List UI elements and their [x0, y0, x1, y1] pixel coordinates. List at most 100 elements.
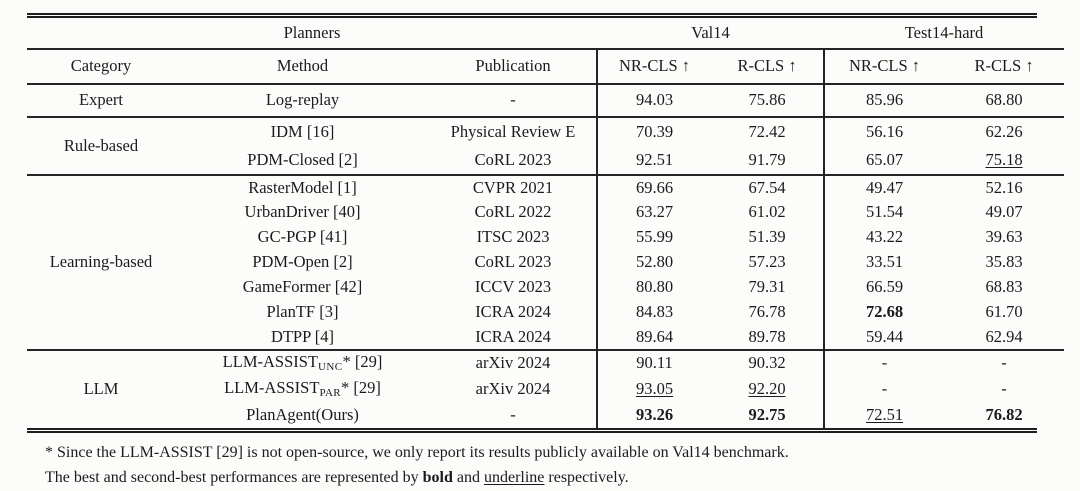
results-table-frame: Planners Val14 Test14-hard Category Meth… — [27, 13, 1065, 433]
publication-cell: ICRA 2024 — [475, 302, 551, 322]
method-cell: PlanAgent(Ours) — [246, 404, 359, 424]
table-row: PDM-Open [2] CoRL 2023 52.80 57.23 33.51… — [27, 250, 1064, 275]
table-row: GC-PGP [41] ITSC 2023 55.99 51.39 43.22 … — [27, 225, 1064, 250]
val14-r-cell: 89.78 — [748, 326, 786, 346]
val14-r-cell: 67.54 — [748, 177, 786, 197]
category-cell: Learning-based — [49, 252, 153, 272]
val14-r-cell: 61.02 — [748, 202, 786, 222]
table-row: Learning-based RasterModel [1] CVPR 2021… — [27, 175, 1065, 271]
val14-nr-cell: 80.80 — [596, 275, 712, 300]
header-planners: Planners — [283, 22, 341, 42]
header-test14-r-cls: R-CLS ↑ — [974, 56, 1034, 76]
val14-r-cell: 90.32 — [748, 353, 786, 373]
header-val14: Val14 — [691, 22, 730, 42]
val14-r-cell: 92.75 — [748, 404, 786, 424]
publication-cell: ICCV 2023 — [474, 277, 552, 297]
publication-cell: arXiv 2024 — [475, 353, 551, 373]
method-subscript: PAR — [319, 386, 342, 399]
test14-nr-cell: 65.07 — [823, 146, 945, 175]
method-cell: DTPP [4] — [270, 326, 335, 346]
method-suffix: * [29] — [341, 377, 381, 397]
footnote-open-source: * Since the LLM-ASSIST [29] is not open-… — [45, 444, 789, 461]
publication-cell: ICRA 2024 — [475, 326, 551, 346]
method-cell: PDM-Open [2] — [252, 252, 353, 272]
publication-cell: CoRL 2023 — [474, 149, 552, 169]
test14-r-cell: 52.16 — [985, 177, 1023, 197]
method-cell: RasterModel [1] — [248, 177, 357, 197]
header-category: Category — [70, 56, 132, 76]
table-row: UrbanDriver [40] CoRL 2022 63.27 61.02 5… — [27, 200, 1064, 225]
table-row: PlanTF [3] ICRA 2024 84.83 76.78 72.68 6… — [27, 300, 1064, 325]
method-cell: LLM-ASSISTPAR* [29] — [175, 376, 430, 402]
footnote-underline-word: underline — [483, 469, 545, 486]
test14-r-cell: 61.70 — [985, 302, 1023, 322]
val14-nr-cell: 93.26 — [596, 402, 712, 428]
header-method: Method — [276, 56, 329, 76]
test14-r-cell: - — [1001, 378, 1007, 398]
val14-nr-cell: 63.27 — [596, 200, 712, 225]
test14-r-cell: 76.82 — [985, 404, 1023, 424]
test14-nr-cell: 56.16 — [823, 117, 945, 146]
val14-r-cell: 76.78 — [748, 302, 786, 322]
val14-nr-cell: 90.11 — [596, 350, 712, 376]
test14-nr-cell: - — [823, 350, 945, 376]
test14-r-cell: 35.83 — [985, 252, 1023, 272]
results-table: Planners Val14 Test14-hard Category Meth… — [27, 18, 1065, 428]
category-cell: Rule-based — [63, 135, 139, 155]
table-row: LLM-ASSISTPAR* [29] arXiv 2024 93.05 92.… — [27, 376, 1064, 402]
test14-r-cell: 62.94 — [985, 326, 1023, 346]
category-cell: LLM — [83, 379, 119, 399]
test14-nr-cell: 49.47 — [823, 175, 945, 200]
test14-r-cell: 68.80 — [985, 90, 1023, 110]
test14-nr-cell: 33.51 — [823, 250, 945, 275]
val14-nr-cell: 94.03 — [596, 84, 712, 117]
test14-nr-cell: 66.59 — [823, 275, 945, 300]
header-test14-nr-cls: NR-CLS ↑ — [823, 49, 945, 84]
method-name: LLM-ASSIST — [222, 352, 319, 372]
group-header-row: Planners Val14 Test14-hard — [27, 18, 1065, 49]
test14-r-cell: 39.63 — [985, 227, 1023, 247]
method-cell: LLM-ASSISTUNC* [29] — [175, 350, 430, 376]
test14-nr-cell: - — [823, 376, 945, 402]
publication-cell: CoRL 2023 — [474, 252, 552, 272]
val14-nr-cell: 93.05 — [596, 376, 712, 402]
val14-nr-cell: 69.66 — [596, 175, 712, 200]
footnote-formatting-middle: and — [452, 469, 484, 486]
method-cell: UrbanDriver [40] — [244, 202, 361, 222]
method-suffix: * [29] — [342, 352, 383, 372]
test14-nr-cell: 59.44 — [823, 325, 945, 350]
publication-cell: - — [510, 404, 516, 424]
val14-nr-cell: 55.99 — [596, 225, 712, 250]
header-publication: Publication — [475, 56, 551, 76]
test14-r-cell: 49.07 — [985, 202, 1023, 222]
test14-r-cell: - — [1001, 353, 1007, 373]
footnote-bold-word: bold — [422, 469, 453, 486]
test14-nr-cell: 85.96 — [823, 84, 945, 117]
val14-r-cell: 75.86 — [748, 90, 786, 110]
val14-r-cell: 91.79 — [748, 149, 786, 169]
method-cell: GameFormer [42] — [242, 277, 363, 297]
method-subscript: UNC — [318, 361, 343, 374]
val14-nr-cell: 70.39 — [596, 117, 712, 146]
publication-cell: Physical Review E — [450, 121, 576, 141]
val14-r-cell: 92.20 — [748, 378, 786, 398]
val14-r-cell: 72.42 — [748, 121, 786, 141]
table-row: Rule-based IDM [16] Physical Review E 70… — [27, 117, 1065, 155]
table-row: LLM LLM-ASSISTUNC* [29] arXiv 2024 90.11… — [27, 350, 1065, 398]
method-cell: PlanTF [3] — [266, 302, 339, 322]
header-val14-r-cls: R-CLS ↑ — [737, 56, 797, 76]
publication-cell: CoRL 2022 — [474, 202, 552, 222]
val14-r-cell: 51.39 — [748, 227, 786, 247]
test14-r-cell: 75.18 — [985, 149, 1023, 169]
table-row: Expert Log-replay - 94.03 75.86 85.96 68… — [27, 84, 1064, 117]
header-val14-nr-cls: NR-CLS ↑ — [596, 49, 712, 84]
test14-nr-cell: 43.22 — [823, 225, 945, 250]
header-test14-hard: Test14-hard — [904, 22, 984, 42]
test14-nr-cell: 72.68 — [823, 300, 945, 325]
method-cell: PDM-Closed [2] — [247, 149, 358, 169]
val14-nr-cell: 89.64 — [596, 325, 712, 350]
publication-cell: - — [510, 90, 516, 110]
table-row: PlanAgent(Ours) - 93.26 92.75 72.51 76.8… — [27, 402, 1064, 428]
val14-nr-cell: 52.80 — [596, 250, 712, 275]
